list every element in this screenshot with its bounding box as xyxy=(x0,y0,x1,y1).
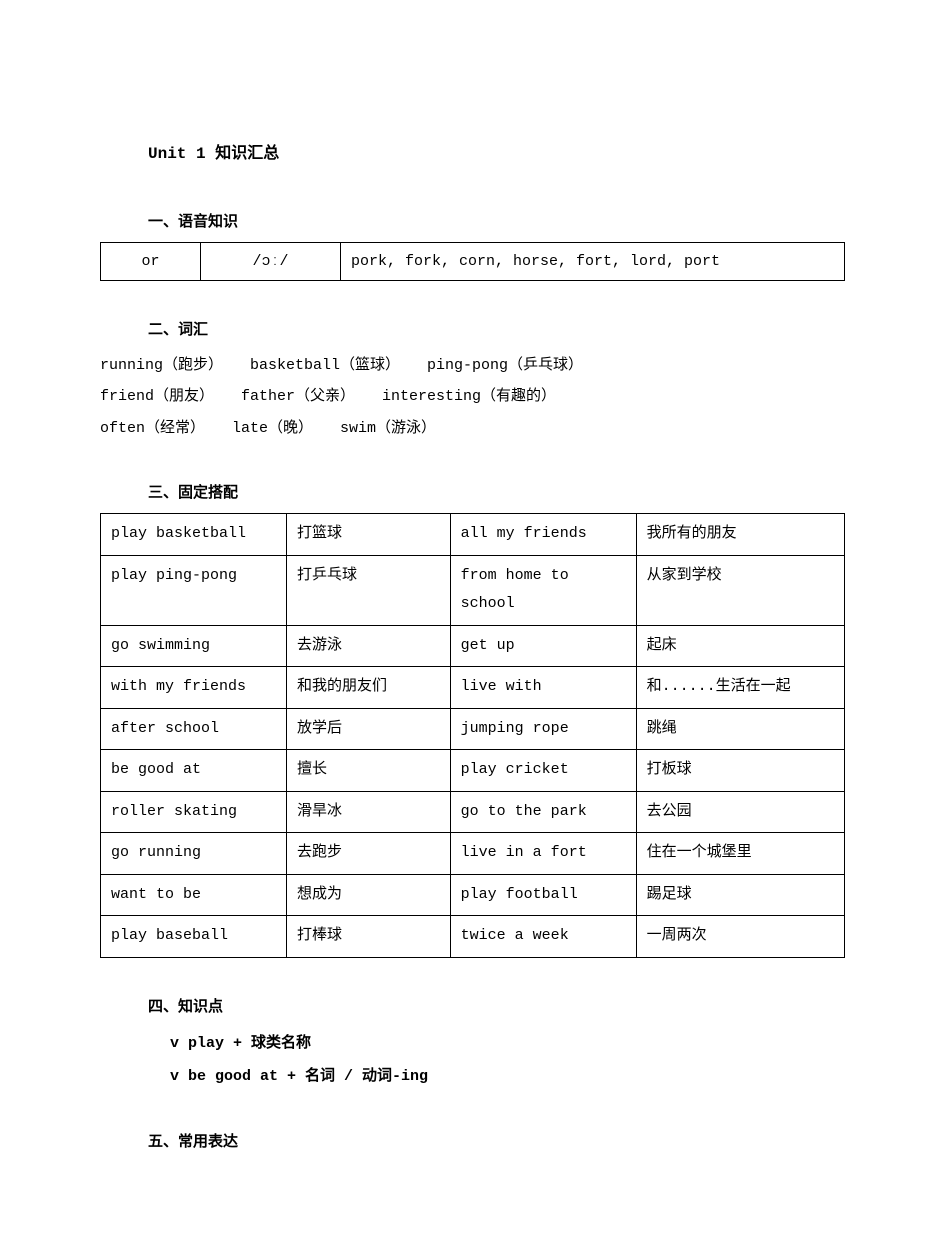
vocab-line: running（跑步） basketball（篮球） ping-pong（乒乓球… xyxy=(100,357,583,374)
colloc-en: get up xyxy=(450,625,636,667)
colloc-zh: 打板球 xyxy=(636,750,844,792)
colloc-zh: 从家到学校 xyxy=(636,555,844,625)
colloc-zh: 住在一个城堡里 xyxy=(636,833,844,875)
colloc-en: all my friends xyxy=(450,514,636,556)
colloc-zh: 一周两次 xyxy=(636,916,844,958)
collocation-table: play basketball 打篮球 all my friends 我所有的朋… xyxy=(100,513,845,958)
table-row: go running 去跑步 live in a fort 住在一个城堡里 xyxy=(101,833,845,875)
colloc-zh: 放学后 xyxy=(287,708,451,750)
vocabulary-list: running（跑步） basketball（篮球） ping-pong（乒乓球… xyxy=(100,350,845,445)
colloc-zh: 我所有的朋友 xyxy=(636,514,844,556)
colloc-en: play football xyxy=(450,874,636,916)
colloc-en: be good at xyxy=(101,750,287,792)
knowledge-item: v be good at + 名词 / 动词-ing xyxy=(170,1060,845,1093)
table-row: play ping-pong 打乒乓球 from home to school … xyxy=(101,555,845,625)
phonetics-spelling: or xyxy=(101,242,201,280)
colloc-en: live with xyxy=(450,667,636,709)
colloc-zh: 打篮球 xyxy=(287,514,451,556)
table-row: play basketball 打篮球 all my friends 我所有的朋… xyxy=(101,514,845,556)
colloc-en: from home to school xyxy=(450,555,636,625)
colloc-zh: 跳绳 xyxy=(636,708,844,750)
colloc-zh: 和我的朋友们 xyxy=(287,667,451,709)
section-2-heading: 二、词汇 xyxy=(100,317,845,344)
phonetics-examples: pork, fork, corn, horse, fort, lord, por… xyxy=(341,242,845,280)
table-row: be good at 擅长 play cricket 打板球 xyxy=(101,750,845,792)
table-row: roller skating 滑旱冰 go to the park 去公园 xyxy=(101,791,845,833)
vocab-line: often（经常） late（晚） swim（游泳） xyxy=(100,420,436,437)
colloc-en: twice a week xyxy=(450,916,636,958)
colloc-en: go swimming xyxy=(101,625,287,667)
colloc-zh: 打乒乓球 xyxy=(287,555,451,625)
colloc-en: live in a fort xyxy=(450,833,636,875)
colloc-en: play basketball xyxy=(101,514,287,556)
colloc-zh: 踢足球 xyxy=(636,874,844,916)
section-4-heading: 四、知识点 xyxy=(100,994,845,1021)
colloc-zh: 想成为 xyxy=(287,874,451,916)
colloc-en: after school xyxy=(101,708,287,750)
section-3-heading: 三、固定搭配 xyxy=(100,480,845,507)
colloc-en: play baseball xyxy=(101,916,287,958)
colloc-zh: 去公园 xyxy=(636,791,844,833)
colloc-zh: 去跑步 xyxy=(287,833,451,875)
knowledge-points: v play + 球类名称 v be good at + 名词 / 动词-ing xyxy=(100,1027,845,1093)
colloc-en: play cricket xyxy=(450,750,636,792)
colloc-en: go running xyxy=(101,833,287,875)
section-1-heading: 一、语音知识 xyxy=(100,209,845,236)
table-row: or /ɔː/ pork, fork, corn, horse, fort, l… xyxy=(101,242,845,280)
table-row: with my friends 和我的朋友们 live with 和......… xyxy=(101,667,845,709)
colloc-en: want to be xyxy=(101,874,287,916)
colloc-en: jumping rope xyxy=(450,708,636,750)
colloc-zh: 去游泳 xyxy=(287,625,451,667)
phonetics-table: or /ɔː/ pork, fork, corn, horse, fort, l… xyxy=(100,242,845,281)
colloc-zh: 滑旱冰 xyxy=(287,791,451,833)
colloc-en: with my friends xyxy=(101,667,287,709)
colloc-zh: 和......生活在一起 xyxy=(636,667,844,709)
colloc-en: go to the park xyxy=(450,791,636,833)
page-title: Unit 1 知识汇总 xyxy=(100,140,845,169)
table-row: play baseball 打棒球 twice a week 一周两次 xyxy=(101,916,845,958)
phonetics-ipa: /ɔː/ xyxy=(201,242,341,280)
vocab-line: friend（朋友） father（父亲） interesting（有趣的） xyxy=(100,388,556,405)
colloc-en: roller skating xyxy=(101,791,287,833)
colloc-zh: 擅长 xyxy=(287,750,451,792)
colloc-zh: 起床 xyxy=(636,625,844,667)
knowledge-item: v play + 球类名称 xyxy=(170,1027,845,1060)
colloc-zh: 打棒球 xyxy=(287,916,451,958)
table-row: after school 放学后 jumping rope 跳绳 xyxy=(101,708,845,750)
colloc-en: play ping-pong xyxy=(101,555,287,625)
table-row: want to be 想成为 play football 踢足球 xyxy=(101,874,845,916)
table-row: go swimming 去游泳 get up 起床 xyxy=(101,625,845,667)
section-5-heading: 五、常用表达 xyxy=(100,1129,845,1156)
